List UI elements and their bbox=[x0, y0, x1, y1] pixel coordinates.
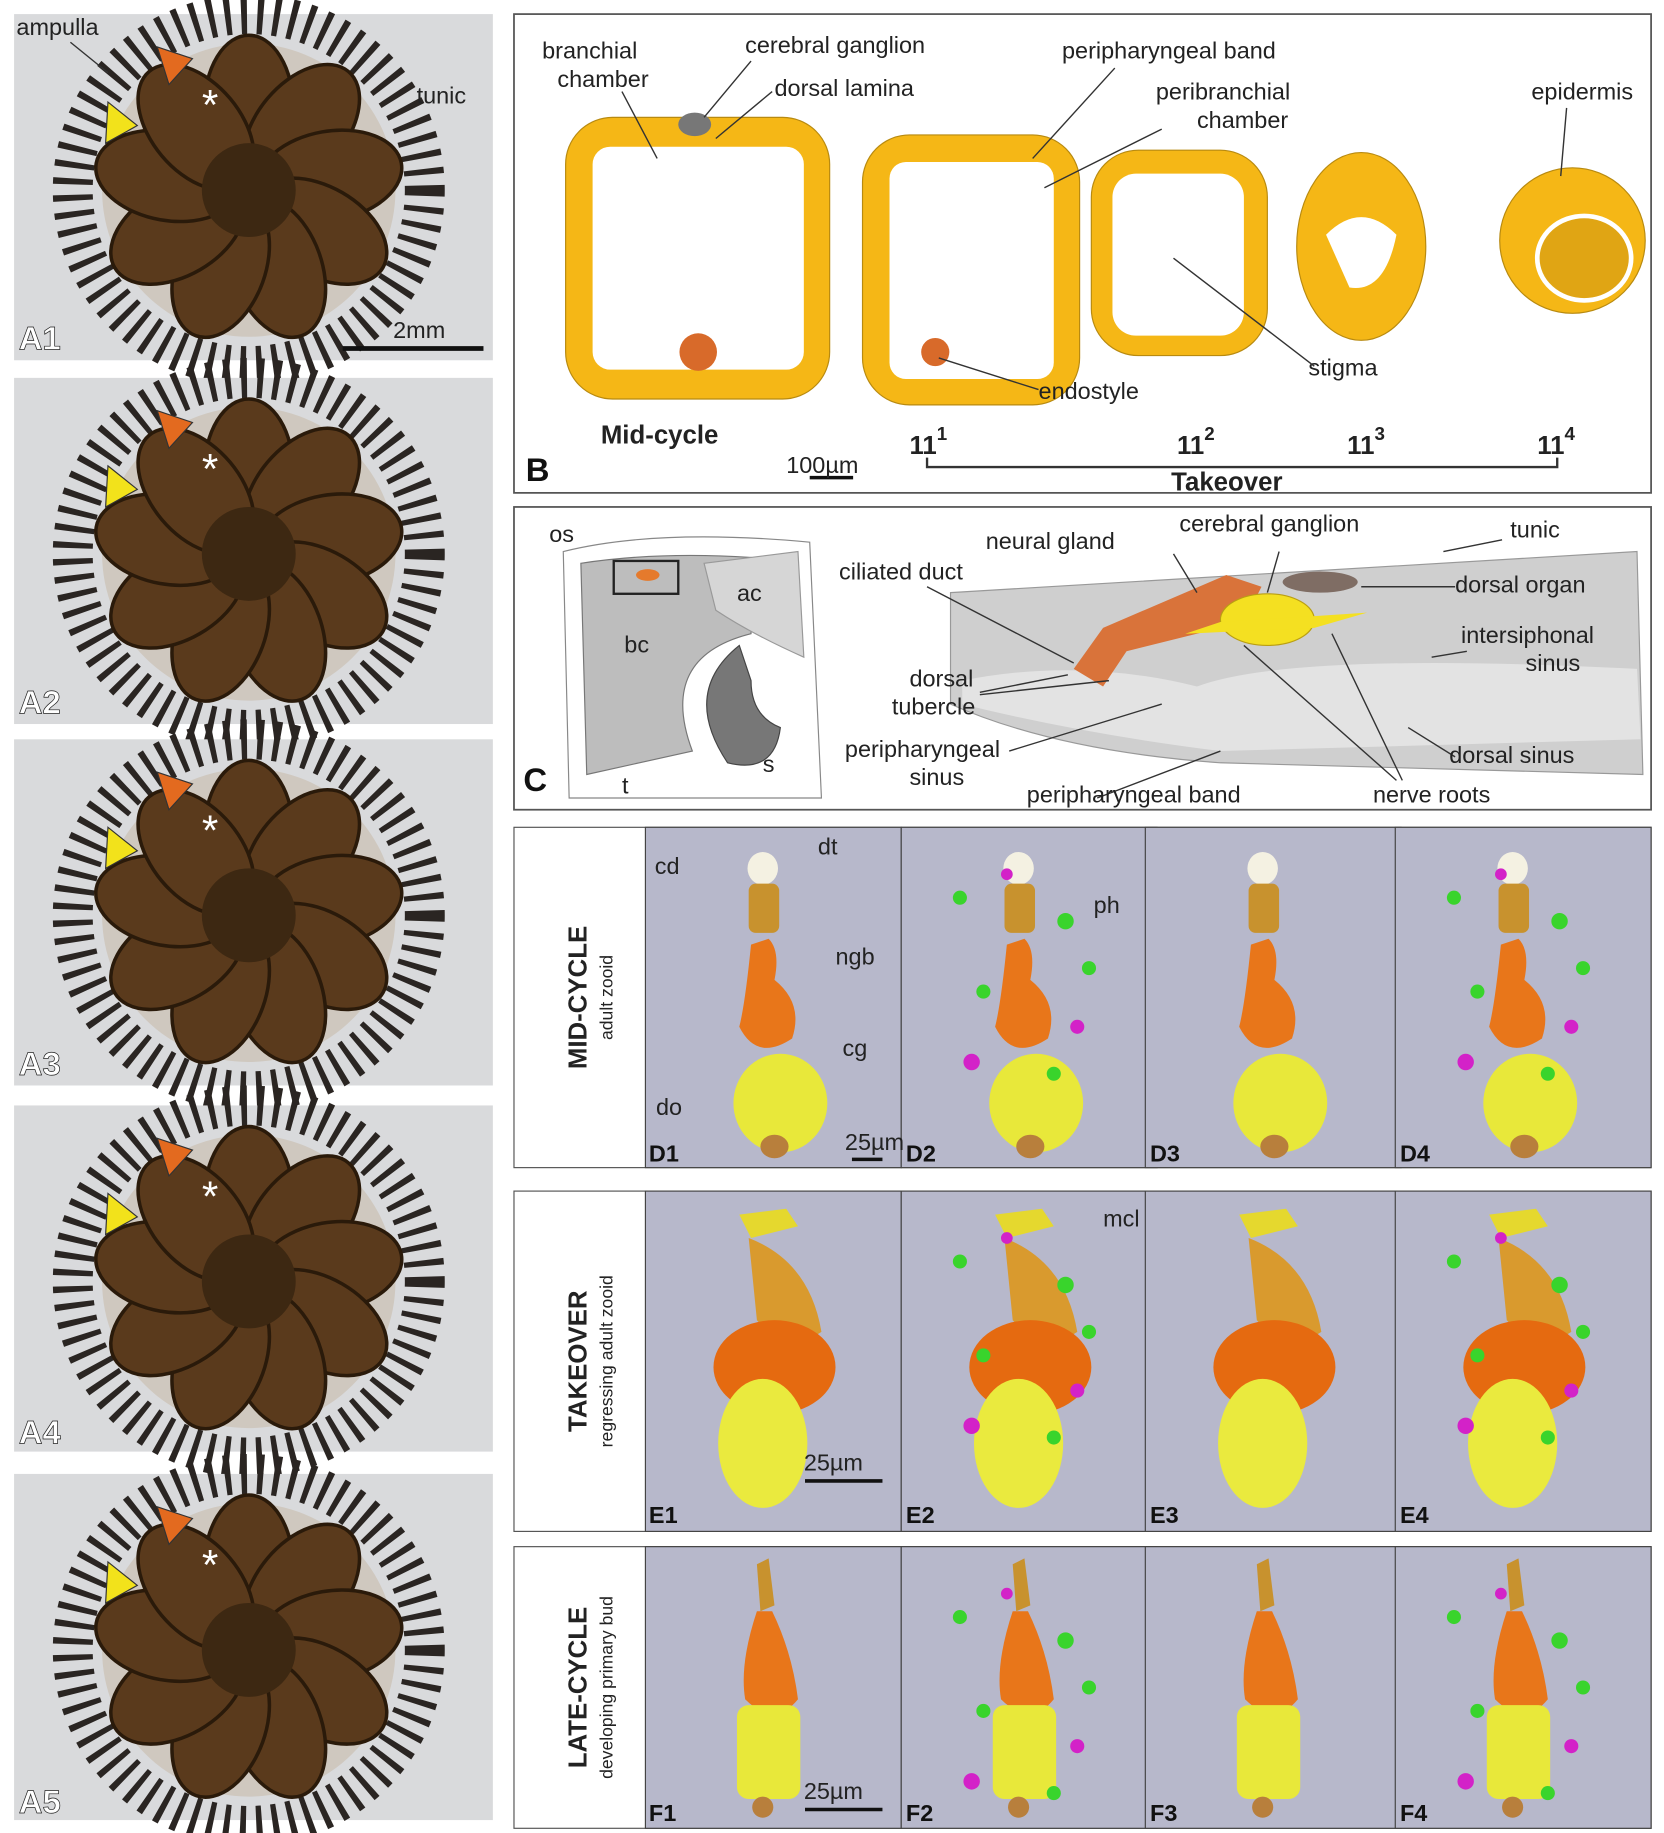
annotation: peripharyngeal band bbox=[1062, 38, 1276, 64]
panel-d: MID-CYCLE adult zooid cd dt ph ngb cg do… bbox=[513, 826, 1652, 1169]
stage-label: 112 bbox=[1177, 423, 1215, 460]
annotation: tunic bbox=[1510, 516, 1560, 542]
panel-label: F1 bbox=[649, 1800, 676, 1826]
leader bbox=[69, 41, 109, 74]
annotation: peripharyngeal sinus bbox=[845, 736, 1000, 790]
annotation: cg bbox=[843, 1035, 868, 1061]
annotation: peripharyngeal band bbox=[1027, 782, 1241, 808]
annotation: branchial chamber bbox=[542, 38, 649, 92]
panel-label: A1 bbox=[19, 320, 61, 357]
stage-label: Mid-cycle bbox=[601, 422, 719, 450]
annotation: cd bbox=[655, 853, 680, 879]
panel-label: E1 bbox=[649, 1502, 678, 1528]
stage-label: 111 bbox=[909, 423, 947, 460]
row-title: MID-CYCLE bbox=[565, 926, 593, 1069]
panel-label: B bbox=[526, 451, 550, 488]
annotation: neural gland bbox=[986, 528, 1115, 554]
row-title: TAKEOVER bbox=[565, 1290, 593, 1432]
photo bbox=[14, 1105, 493, 1457]
photo bbox=[14, 739, 493, 1091]
scale-label: 100µm bbox=[786, 452, 858, 478]
panel-label: A3 bbox=[19, 1045, 61, 1082]
panel-label: E2 bbox=[906, 1502, 935, 1528]
panel-label: A5 bbox=[19, 1783, 61, 1820]
annotation: s bbox=[763, 751, 775, 777]
panel-label: F3 bbox=[1150, 1800, 1177, 1826]
panel-label: D4 bbox=[1400, 1141, 1430, 1167]
annotation: cerebral ganglion bbox=[1179, 511, 1359, 537]
annotation: nerve roots bbox=[1373, 782, 1490, 808]
photo bbox=[14, 1474, 493, 1826]
scale-label: 25µm bbox=[804, 1449, 863, 1475]
scale-label: 25µm bbox=[804, 1778, 863, 1804]
photo bbox=[14, 378, 493, 730]
row-title: LATE-CYCLE bbox=[565, 1607, 593, 1768]
annotation: do bbox=[656, 1094, 682, 1120]
panel-label: E4 bbox=[1400, 1502, 1429, 1528]
panel-label: F2 bbox=[906, 1800, 933, 1826]
stage-label: 114 bbox=[1537, 423, 1575, 460]
stage-label: 113 bbox=[1347, 423, 1385, 460]
panel-a: ampulla tunic 2mm A1 A2 A3 A4 A5 bbox=[14, 14, 493, 1826]
panel-c: os ac bc s t neural gland cerebral gangl… bbox=[513, 506, 1652, 811]
annotation: peribranchial chamber bbox=[1156, 79, 1290, 133]
annotation: ngb bbox=[836, 944, 875, 970]
annotation: os bbox=[549, 521, 574, 547]
annotation: endostyle bbox=[1039, 378, 1139, 404]
annotation: dorsal organ bbox=[1455, 572, 1585, 598]
annotation: dorsal tubercle bbox=[892, 665, 975, 719]
panel-label: F4 bbox=[1400, 1800, 1427, 1826]
row-subtitle: regressing adult zooid bbox=[597, 1275, 617, 1447]
scale-label: 25µm bbox=[845, 1129, 904, 1155]
annotation: cerebral ganglion bbox=[745, 32, 925, 58]
row-subtitle: developing primary bud bbox=[597, 1596, 617, 1779]
annotation: dt bbox=[818, 833, 838, 859]
annotation: ampulla bbox=[16, 14, 99, 40]
panel-b: branchial chamber cerebral ganglion dorsa… bbox=[513, 13, 1652, 497]
annotation: tunic bbox=[417, 82, 467, 108]
annotation: ac bbox=[737, 580, 762, 606]
panel-f: LATE-CYCLE developing primary bud 25µm F… bbox=[513, 1546, 1652, 1829]
scale-label: 2mm bbox=[393, 317, 445, 343]
panel-label: E3 bbox=[1150, 1502, 1179, 1528]
annotation: epidermis bbox=[1531, 79, 1633, 105]
row-subtitle: adult zooid bbox=[597, 955, 617, 1040]
annotation: ph bbox=[1094, 892, 1120, 918]
panel-e: TAKEOVER regressing adult zooid mcl 25µm… bbox=[513, 1190, 1652, 1532]
annotation: t bbox=[622, 772, 629, 798]
annotation: intersiphonal sinus bbox=[1461, 622, 1594, 676]
panel-label: C bbox=[523, 761, 547, 798]
annotation: ciliated duct bbox=[839, 559, 963, 585]
panel-label: A2 bbox=[19, 683, 61, 720]
photo bbox=[14, 14, 493, 366]
annotation: dorsal sinus bbox=[1449, 742, 1574, 768]
annotation: dorsal lamina bbox=[774, 75, 914, 101]
panel-label: D3 bbox=[1150, 1141, 1180, 1167]
panel-label: D2 bbox=[906, 1141, 936, 1167]
annotation: mcl bbox=[1103, 1205, 1139, 1231]
panel-label: D1 bbox=[649, 1141, 679, 1167]
annotation: stigma bbox=[1308, 355, 1378, 381]
panel-label: A4 bbox=[19, 1413, 62, 1450]
annotation: bc bbox=[624, 631, 649, 657]
stage-label: Takeover bbox=[1171, 469, 1282, 497]
